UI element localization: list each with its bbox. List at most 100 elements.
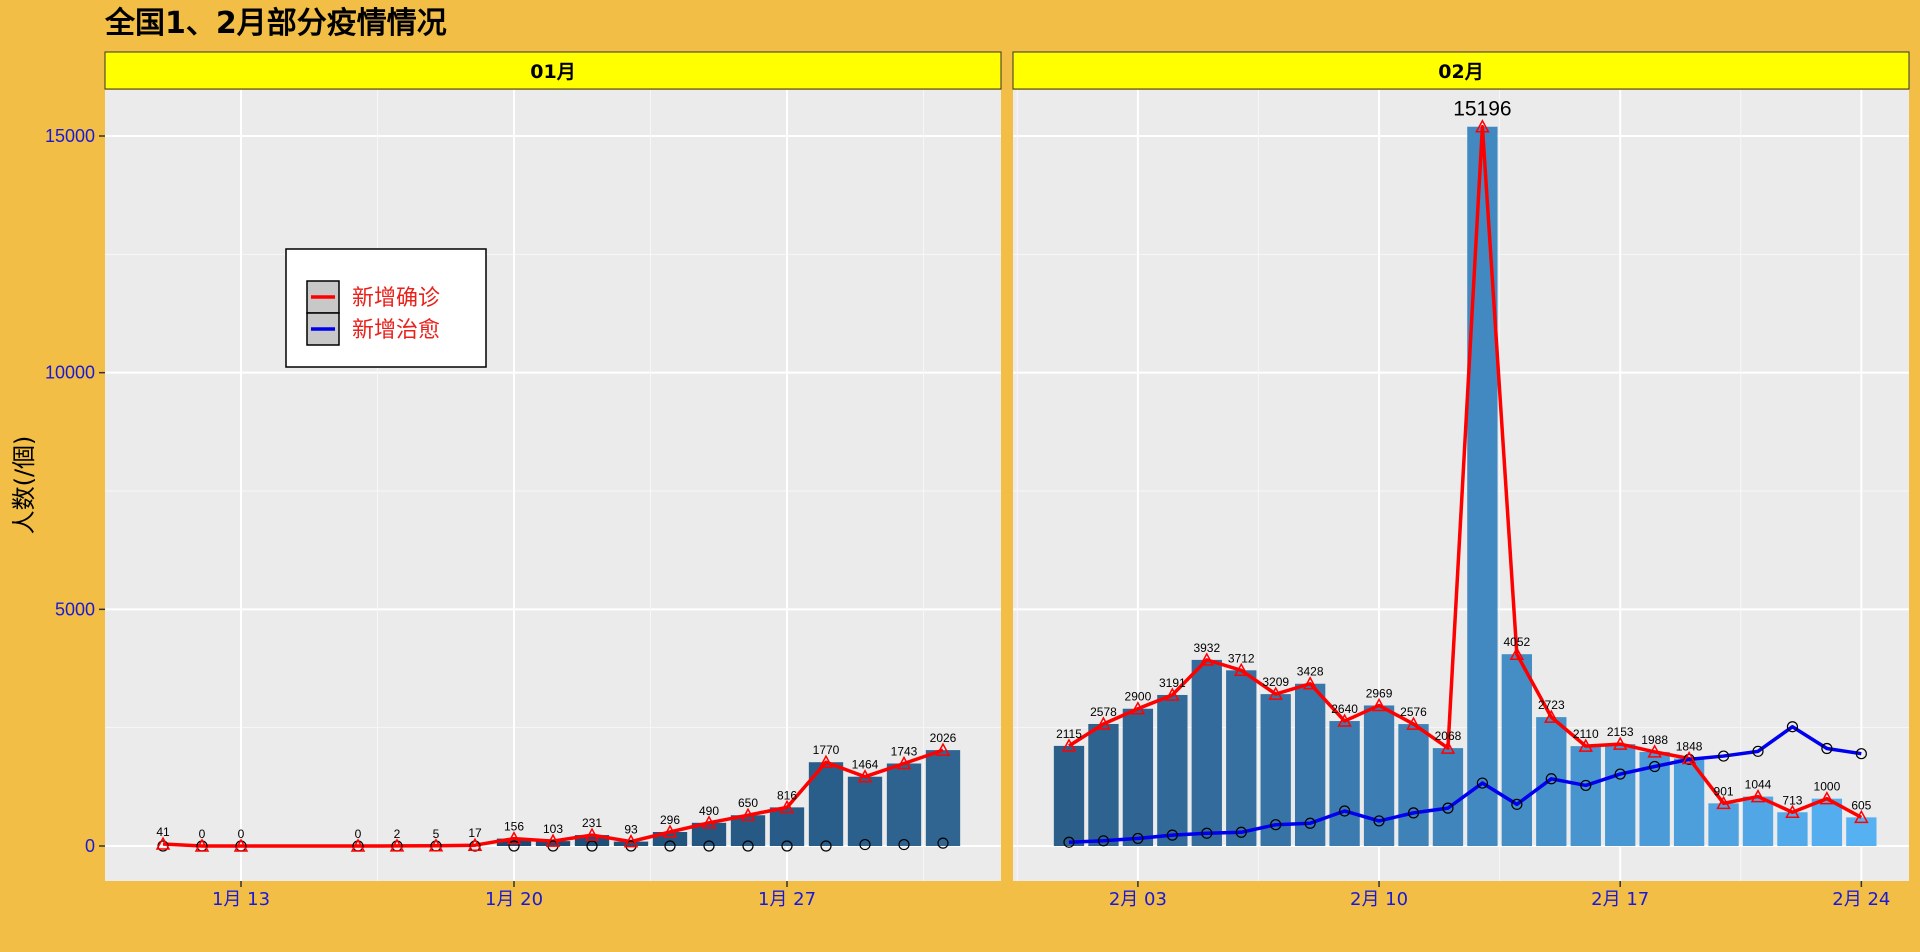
cured-point: [1855, 748, 1867, 760]
confirmed-point: [818, 754, 834, 768]
cured-point: [1407, 807, 1420, 819]
confirmed-point: [428, 838, 444, 852]
cured-point: [820, 840, 832, 852]
x-tick-label: 2月 10: [1350, 889, 1408, 910]
confirmed-point: [1371, 697, 1387, 712]
confirmed-point: [623, 834, 639, 848]
cured-point: [1235, 826, 1247, 838]
panel-background: [105, 90, 1001, 881]
cured-point: [586, 840, 598, 852]
confirmed-point: [1819, 791, 1835, 805]
data-label: 0: [238, 827, 245, 841]
data-label: 2578: [1090, 705, 1117, 719]
data-label: 2576: [1400, 705, 1427, 719]
confirmed-point: [1268, 686, 1283, 700]
x-tick-label: 1月 13: [212, 889, 270, 910]
data-label: 1044: [1745, 778, 1772, 792]
confirmed-point: [1130, 701, 1146, 715]
cured-point: [1614, 768, 1626, 780]
data-label: 2026: [930, 731, 957, 745]
bar: [1157, 694, 1188, 846]
data-label: 4052: [1503, 635, 1530, 649]
cured-point: [859, 838, 871, 851]
cured-point: [1201, 827, 1213, 839]
data-label: 490: [699, 804, 719, 818]
confirmed-point: [740, 807, 756, 821]
bar: [847, 776, 883, 846]
legend-label: 新增治愈: [352, 318, 440, 343]
confirmed-point: [896, 755, 912, 770]
data-label: 3209: [1262, 675, 1289, 689]
data-label: 901: [1714, 784, 1734, 798]
data-label: 41: [156, 825, 170, 839]
cured-point: [1338, 805, 1351, 817]
cured-point: [1683, 753, 1695, 765]
data-label: 2723: [1538, 698, 1565, 712]
data-label: 3191: [1159, 676, 1186, 690]
data-label: 2640: [1331, 702, 1358, 716]
x-tick-label: 1月 27: [758, 889, 816, 910]
bar: [1191, 659, 1222, 846]
cured-point: [664, 840, 676, 852]
bar: [1811, 798, 1843, 846]
data-label: 1848: [1676, 740, 1703, 754]
cured-point: [1132, 832, 1144, 845]
data-label: 2068: [1435, 729, 1462, 743]
cured-point: [1649, 760, 1661, 773]
confirmed-point: [545, 833, 561, 847]
confirmed-point: [350, 838, 366, 852]
bar: [886, 763, 922, 846]
data-label: 3428: [1297, 665, 1324, 679]
confirmed-line: [1068, 124, 1863, 819]
bar: [1605, 744, 1636, 846]
data-label: 713: [1782, 793, 1802, 807]
cured-point: [1097, 835, 1110, 847]
confirmed-point: [584, 827, 600, 841]
confirmed-point: [1165, 687, 1180, 701]
data-label: 17: [468, 826, 482, 840]
chart-title: 全国1、2月部分疫情情况: [104, 6, 447, 41]
bar: [691, 822, 727, 846]
data-label: 2900: [1125, 690, 1152, 704]
data-label: 15196: [1453, 98, 1511, 121]
cured-point: [1063, 836, 1075, 848]
data-label: 0: [199, 827, 206, 841]
x-tick-label: 2月 24: [1832, 889, 1890, 910]
data-label: 296: [660, 813, 680, 827]
bar: [1363, 705, 1395, 846]
confirmed-point: [1854, 809, 1869, 824]
data-label: 2153: [1607, 725, 1634, 739]
bar: [1467, 126, 1498, 847]
data-label: 2: [394, 827, 401, 841]
confirmed-point: [1475, 119, 1490, 133]
data-label: 650: [738, 796, 758, 810]
confirmed-point: [1647, 744, 1662, 758]
strip-label: 01月: [530, 61, 575, 83]
bar: [1088, 723, 1119, 846]
confirmed-point: [857, 769, 873, 783]
bar: [1329, 721, 1360, 846]
confirmed-point: [467, 837, 483, 851]
data-label: 2110: [1573, 727, 1599, 741]
cured-point: [1270, 819, 1282, 831]
bar: [1053, 745, 1085, 846]
x-tick-label: 2月 03: [1109, 889, 1167, 910]
confirmed-point: [1440, 740, 1456, 754]
cured-point: [937, 837, 949, 849]
data-label: 1988: [1641, 733, 1668, 747]
cured-point: [703, 840, 715, 852]
confirmed-point: [1061, 738, 1077, 752]
data-label: 2115: [1056, 727, 1082, 741]
confirmed-point: [194, 838, 210, 852]
bar: [1570, 746, 1601, 846]
bar: [769, 807, 805, 846]
confirmed-point: [1406, 716, 1421, 730]
confirmed-point: [1750, 789, 1766, 803]
confirmed-point: [1199, 652, 1215, 666]
bar: [535, 841, 571, 846]
data-label: 1464: [852, 758, 879, 772]
y-tick-label: 0: [85, 836, 95, 856]
data-label: 3712: [1228, 651, 1255, 665]
cured-line: [1068, 724, 1862, 844]
cured-point: [1476, 777, 1489, 789]
